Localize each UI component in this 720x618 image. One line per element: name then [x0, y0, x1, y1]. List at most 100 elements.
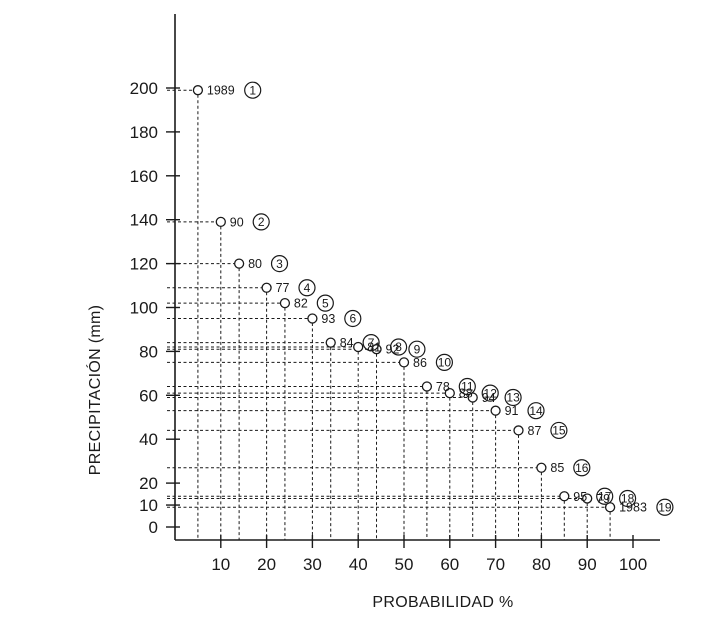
y-tick-label: 20 — [139, 474, 158, 493]
data-point-marker — [325, 337, 336, 348]
rank-circle — [344, 309, 362, 328]
y-tick-label: 10 — [139, 496, 158, 515]
rank-number: 1 — [249, 83, 256, 97]
point-year-label: 95 — [573, 490, 587, 504]
y-tick-label: 120 — [130, 255, 158, 274]
y-tick-label: 100 — [130, 299, 158, 318]
dashed-guide-lines — [167, 89, 611, 540]
data-point-marker — [582, 493, 593, 504]
data-point-marker — [398, 357, 410, 368]
data-point-marker — [233, 258, 245, 269]
x-tick-label: 40 — [349, 555, 368, 574]
rank-circle — [362, 334, 380, 352]
data-point-marker — [307, 313, 318, 324]
x-tick-label: 60 — [440, 555, 459, 574]
rank-circle — [618, 489, 637, 508]
data-point-marker — [421, 381, 433, 392]
rank-circle — [573, 459, 591, 477]
data-point-marker — [279, 297, 291, 309]
x-tick-label: 80 — [532, 555, 551, 574]
rank-circle — [390, 338, 408, 356]
rank-circle — [298, 279, 316, 297]
rank-circle — [527, 402, 545, 420]
point-year-label: 82 — [294, 297, 308, 311]
rank-number: 19 — [658, 500, 672, 514]
rank-circle — [252, 213, 270, 231]
point-year-label: 87 — [528, 424, 542, 438]
chart-axes — [174, 14, 660, 541]
rank-number: 5 — [322, 296, 329, 310]
rank-circle — [270, 255, 289, 273]
point-year-label: 91 — [505, 404, 519, 418]
data-point-marker — [559, 491, 570, 502]
rank-circle — [244, 81, 262, 99]
point-year-label: 92 — [386, 343, 400, 357]
x-tick-label: 20 — [257, 555, 276, 574]
rank-circle — [458, 377, 476, 396]
rank-number: 15 — [552, 424, 566, 438]
rank-circle — [550, 421, 568, 440]
rank-number: 9 — [414, 342, 421, 356]
data-point-marker — [192, 85, 204, 96]
rank-number: 4 — [304, 281, 311, 295]
x-tick-label: 100 — [619, 555, 647, 574]
point-year-label: 90 — [230, 215, 244, 229]
y-tick-label: 40 — [139, 430, 158, 449]
rank-number: 14 — [529, 404, 543, 418]
rank-number: 10 — [438, 356, 452, 370]
point-year-label: 1989 — [207, 84, 235, 98]
rank-circle — [596, 487, 614, 505]
y-tick-label: 160 — [130, 167, 158, 186]
point-year-label: 1983 — [619, 501, 647, 515]
rank-number: 11 — [461, 380, 474, 394]
x-tick-label: 90 — [578, 555, 597, 574]
y-tick-label: 0 — [149, 518, 158, 537]
rank-number: 12 — [484, 386, 498, 400]
y-tick-label: 200 — [130, 79, 158, 98]
rank-number: 18 — [621, 492, 635, 506]
y-tick-label: 140 — [130, 211, 158, 230]
point-year-label: 78 — [436, 380, 450, 394]
data-point-marker — [444, 387, 455, 399]
point-year-label: 85 — [550, 461, 564, 475]
y-tick-label: 180 — [130, 123, 158, 142]
rank-number: 7 — [368, 336, 375, 350]
rank-number: 2 — [258, 215, 265, 229]
data-point-marker — [215, 216, 226, 228]
point-year-label: 79 — [596, 492, 610, 506]
rank-circle — [656, 498, 674, 516]
rank-circle — [481, 384, 499, 402]
rank-number: 3 — [276, 257, 283, 271]
rank-circle — [316, 294, 334, 312]
y-tick-label: 60 — [139, 386, 158, 405]
x-axis-title: PROBABILIDAD % — [372, 594, 513, 611]
point-year-label: 88 — [459, 387, 473, 401]
point-year-label: 77 — [276, 281, 290, 295]
rank-circle — [435, 353, 453, 371]
data-point-marker — [513, 425, 524, 436]
y-axis-title: PRECIPITACIÓN (mm) — [85, 305, 104, 475]
point-year-label: 86 — [413, 356, 427, 370]
data-point-marker — [261, 282, 272, 293]
point-year-label: 80 — [248, 257, 262, 271]
rank-number: 13 — [506, 391, 520, 405]
point-year-label: 84 — [340, 336, 354, 350]
rank-number: 6 — [349, 312, 356, 326]
x-tick-label: 10 — [211, 555, 230, 574]
point-year-label: 93 — [321, 312, 335, 326]
data-point-marker — [490, 405, 501, 416]
rank-number: 16 — [575, 461, 589, 475]
point-year-label: 81 — [367, 341, 381, 355]
rank-number: 8 — [395, 340, 402, 354]
rank-circle — [504, 388, 522, 407]
rank-number: 17 — [598, 489, 612, 503]
point-year-label: 94 — [482, 391, 496, 405]
x-tick-label: 70 — [486, 555, 505, 574]
x-tick-label: 30 — [303, 555, 322, 574]
x-tick-label: 50 — [395, 555, 414, 574]
data-point-marker — [536, 462, 547, 473]
data-points — [192, 85, 616, 513]
